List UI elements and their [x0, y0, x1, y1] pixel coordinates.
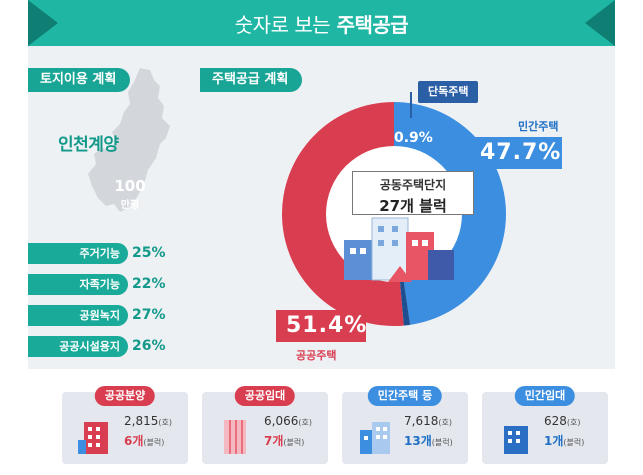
card-private-housing: 민간주택 등 7,618(호) 13개(블럭): [342, 386, 468, 464]
housing-supply-label: 주택공급 계획: [200, 68, 303, 92]
card-public-sale: 공공분양 2,815(호) 6개(블럭): [62, 386, 188, 464]
red-apartment-icon: [78, 422, 108, 454]
blocks-suffix: (블럭): [431, 438, 453, 447]
title-banner: 숫자로 보는 주택공급: [28, 0, 615, 46]
land-use-pct: 27%: [132, 307, 166, 323]
card-label: 공공분양: [94, 386, 156, 406]
blocks-suffix: (블럭): [563, 438, 585, 447]
land-use-name: 자족기능: [28, 274, 128, 295]
card-private-rental: 민간임대 628(호) 1개(블럭): [482, 386, 608, 464]
card-blocks: 6개(블럭): [124, 432, 164, 449]
units-value: 2,815: [124, 414, 159, 428]
area-unit: 만평: [120, 200, 140, 211]
land-use-name: 공원녹지: [28, 305, 128, 326]
incheon-map-icon: [88, 68, 170, 212]
region-name: 인천계양: [58, 135, 119, 155]
private-housing-label: 민간주택: [518, 120, 559, 133]
units-suffix: (호): [298, 418, 312, 427]
units-value: 7,618: [404, 414, 439, 428]
card-blocks: 1개(블럭): [544, 432, 584, 449]
public-housing-pct: 51.4%: [276, 310, 366, 342]
land-use-name: 주거기능: [28, 243, 128, 264]
card-units: 7,618(호): [404, 414, 452, 428]
blue-apartment-icon: [360, 422, 390, 454]
units-suffix: (호): [438, 418, 452, 427]
blocks-value: 7개: [264, 434, 284, 448]
title-main: 주택공급: [336, 13, 409, 37]
card-public-rental: 공공임대 6,066(호) 7개(블럭): [202, 386, 328, 464]
apartment-buildings-icon: [344, 217, 454, 282]
apartment-complex-box: 공동주택단지 27개 블럭: [352, 171, 474, 215]
blocks-suffix: (블럭): [283, 438, 305, 447]
public-housing-label: 공공주택: [296, 349, 337, 362]
units-value: 628: [544, 414, 567, 428]
land-use-pct: 25%: [132, 245, 166, 261]
units-suffix: (호): [158, 418, 172, 427]
card-label: 민간임대: [514, 386, 576, 406]
detached-pct: 0.9%: [394, 130, 433, 146]
land-use-label: 토지이용 계획: [28, 68, 131, 92]
card-blocks: 13개(블럭): [404, 432, 453, 449]
card-units: 628(호): [544, 414, 581, 428]
blue-house-icon: [504, 426, 528, 454]
blocks-suffix: (블럭): [143, 438, 165, 447]
blocks-value: 6개: [124, 434, 144, 448]
detached-house-tag: 단독주택: [418, 81, 479, 103]
card-units: 2,815(호): [124, 414, 172, 428]
land-use-name: 공공시설용지: [28, 336, 128, 357]
blocks-value: 1개: [544, 434, 564, 448]
page-title: 숫자로 보는 주택공급: [28, 9, 615, 38]
complex-title: 공동주택단지: [379, 178, 447, 192]
land-use-pct: 22%: [132, 276, 166, 292]
pink-building-icon: [224, 420, 246, 454]
card-units: 6,066(호): [264, 414, 312, 428]
units-suffix: (호): [566, 418, 581, 427]
area-value: 100: [114, 177, 146, 195]
title-prefix: 숫자로 보는: [234, 13, 331, 37]
land-use-pct: 26%: [132, 338, 166, 354]
blocks-value: 13개: [404, 434, 432, 448]
units-value: 6,066: [264, 414, 299, 428]
card-label: 공공임대: [234, 386, 296, 406]
private-housing-pct: 47.7%: [472, 137, 562, 169]
complex-count: 27개 블럭: [379, 197, 447, 215]
card-label: 민간주택 등: [367, 386, 443, 406]
card-blocks: 7개(블럭): [264, 432, 304, 449]
